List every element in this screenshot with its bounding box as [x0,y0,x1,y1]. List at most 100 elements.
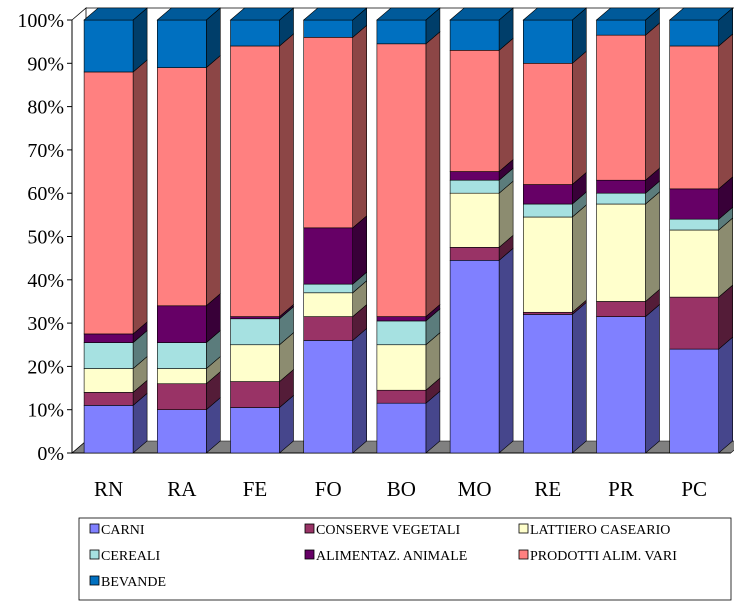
bar-segment-side [645,191,660,303]
bar-top-face [156,7,222,21]
bar-segment [596,179,646,194]
y-tick-label: 30% [27,313,64,335]
legend-label: PRODOTTI ALIM. VARI [530,549,677,564]
bar-segment [669,348,720,454]
bar-segment [303,37,354,229]
bar-segment [596,19,646,36]
bar-segment [522,203,573,218]
bar-segment-side [132,59,148,335]
bar-segment [449,192,500,248]
x-category-label: RE [534,477,561,501]
x-category-label: FO [315,477,342,501]
y-tick-label: 70% [27,140,64,162]
legend-swatch [518,549,529,560]
bar-segment [376,19,427,45]
legend-swatch [89,549,100,560]
bar-segment [449,19,500,51]
legend-label: CARNI [101,523,145,538]
bar-segment [83,342,134,369]
bar-stack [522,7,588,454]
bar-segment [449,260,500,454]
bar-top-face [302,7,368,21]
bar-segment [83,333,134,343]
bar-stack [449,7,514,454]
bar-top-face [229,7,295,21]
y-tick-label: 100% [17,10,64,32]
bar-segment-side [718,33,734,190]
bar-segment-side [206,54,221,307]
bar-segment [596,34,646,181]
bar-segment [669,218,720,231]
bar-segment [157,67,207,307]
bar-segment [669,45,720,190]
bar-segment [303,292,354,317]
bar-segment [157,342,207,369]
bar-segment [376,43,427,317]
bar-segment [230,344,280,382]
bar-stack [302,7,368,454]
labels-layer: 0% 10% 20% 30% 40% 50% 60% 70% 80% 90% 100% RN RA FE F… [17,10,707,501]
bar-segment [669,19,720,47]
bar-segment [230,407,280,454]
bar-top-face [449,7,514,21]
bar-segment [157,409,207,454]
bar-segment [376,389,427,404]
bar-segment [596,316,646,454]
legend-swatch [304,523,315,534]
bar-stack [595,7,661,454]
bar-segment [83,392,134,406]
legend-label: CONSERVE VEGETALI [316,523,460,538]
x-category-label: BO [387,477,416,501]
bar-segment [230,19,280,47]
y-tick-label: 0% [37,443,64,465]
bar-segment [449,179,500,194]
bar-segment-side [352,327,368,454]
bars-layer [83,7,734,454]
x-category-label: PC [681,477,707,501]
bar-segment-side [279,33,294,318]
bar-segment [303,227,354,285]
bar-segment [449,50,500,172]
x-category-label: RA [167,477,197,501]
legend-swatch [89,523,100,534]
legend-label: CEREALI [101,549,160,564]
bar-segment [230,381,280,408]
bar-segment [83,368,134,393]
bar-segment [157,19,207,68]
bar-segment [522,311,573,315]
bar-top-face [376,7,441,21]
bar-segment [83,19,134,73]
legend-swatch [89,575,100,586]
y-tick-label: 10% [27,400,64,422]
bar-segment [376,316,427,322]
bar-segment-side [352,24,368,229]
y-tick-label: 50% [27,227,64,249]
legend-box [78,517,732,601]
bar-segment [522,216,573,313]
bar-segment [596,203,646,302]
legend-label: BEVANDE [101,575,166,590]
bar-segment [303,283,354,294]
bar-stack [229,7,295,454]
bar-segment [596,301,646,317]
bar-segment [376,320,427,346]
bar-segment [449,247,500,261]
x-category-label: MO [458,477,492,501]
bar-segment [303,316,354,341]
bar-segment [669,229,720,298]
bar-segment-side [645,303,660,454]
bar-segment [303,340,354,454]
bar-top-face [668,7,734,21]
bar-segment [522,184,573,205]
y-tick-label: 90% [27,53,64,75]
bar-segment-side [571,301,587,454]
bar-segment-side [645,22,660,181]
y-tick-label: 60% [27,183,64,205]
bar-segment [83,71,134,335]
legend-swatch [304,549,315,560]
bar-segment [596,192,646,205]
bar-segment [230,318,280,346]
bar-segment [230,45,280,317]
bar-segment [157,305,207,343]
